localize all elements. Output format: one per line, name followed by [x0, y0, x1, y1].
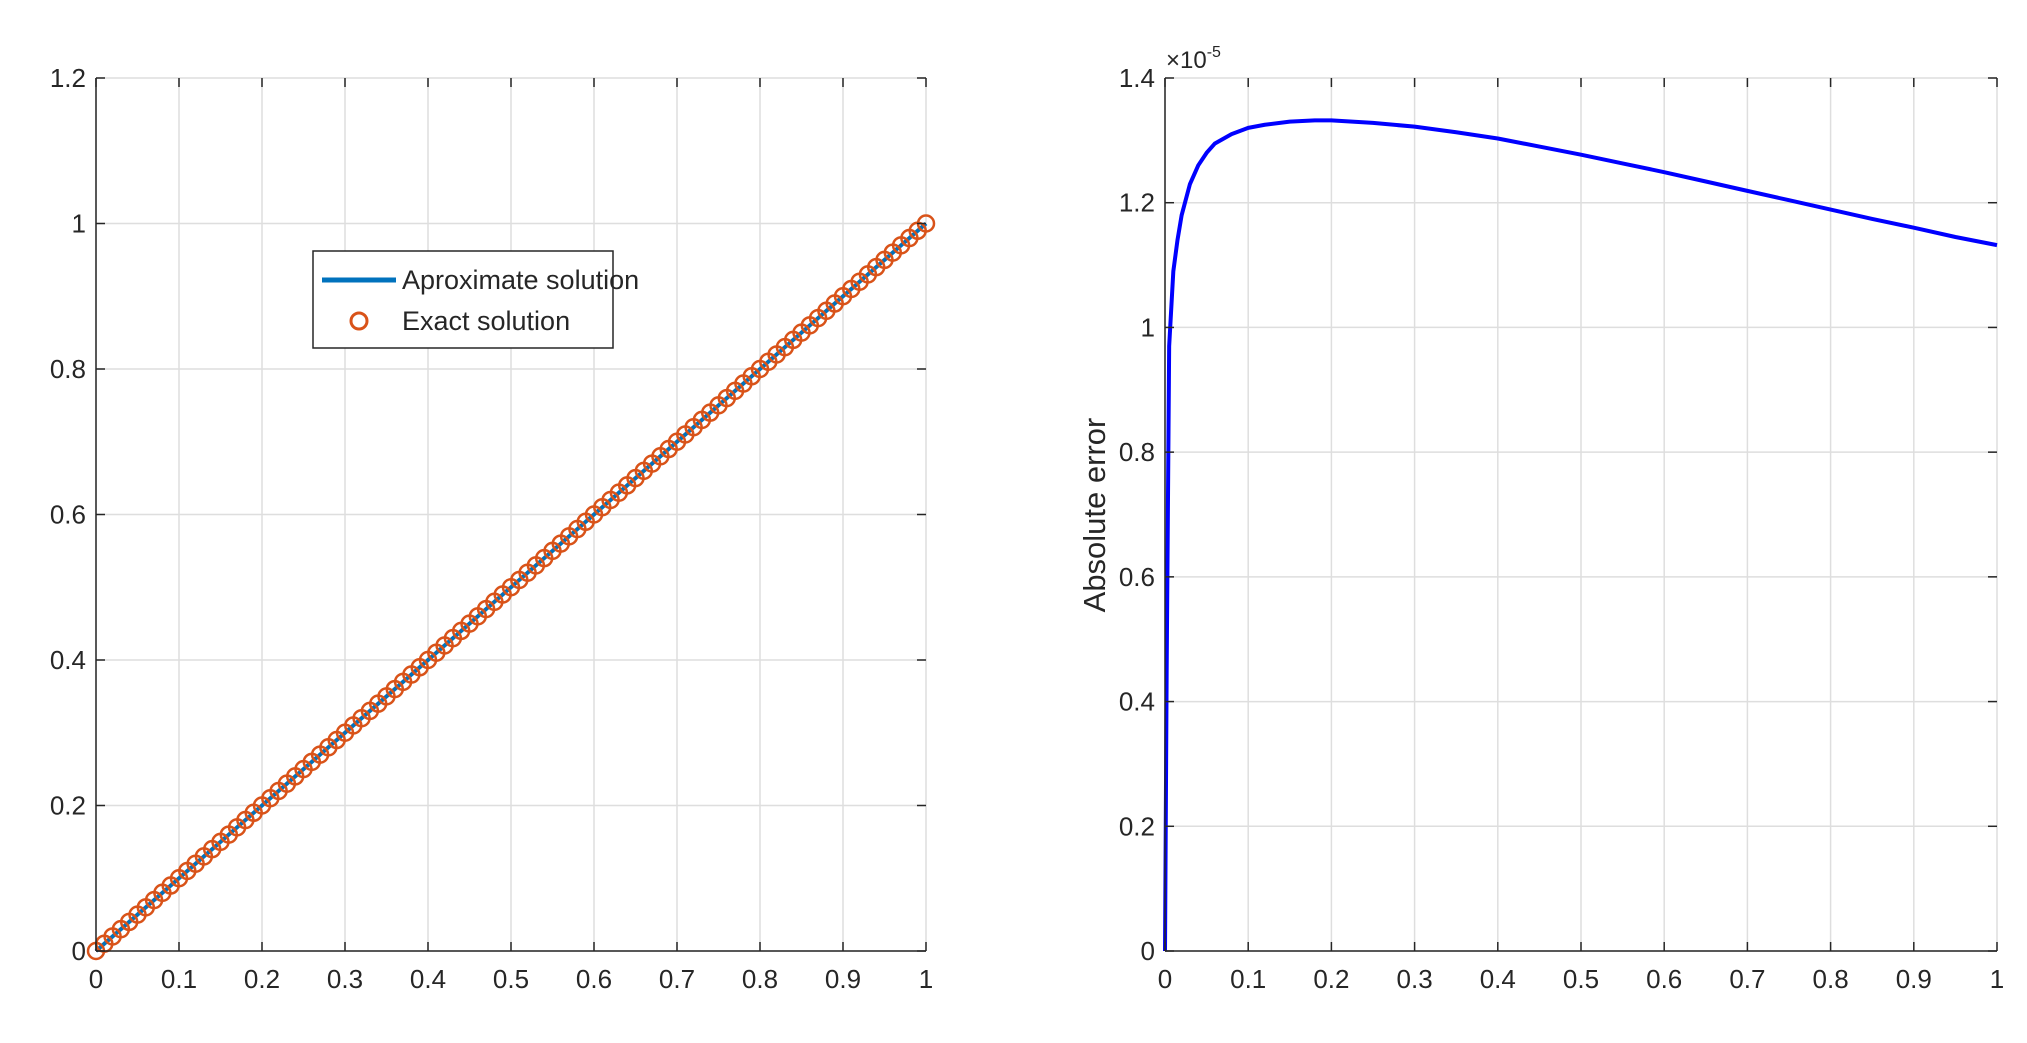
right-plot-series — [1163, 118, 1998, 952]
right-ytick-label: 0.2 — [1119, 811, 1155, 841]
legend-exact-marker-swatch — [349, 311, 369, 331]
left-xtick-label: 0.1 — [161, 964, 197, 994]
left-xtick-label: 1 — [919, 964, 933, 994]
left-ytick-label: 0.2 — [50, 791, 86, 821]
left-xtick-label: 0.4 — [410, 964, 446, 994]
left-ytick-label: 1 — [72, 209, 86, 239]
left-ytick-label: 0.8 — [50, 354, 86, 384]
legend: Aproximate solution Exact solution — [312, 250, 639, 349]
right-ytick-label: 1 — [1141, 312, 1155, 342]
right-xtick-label: 1 — [1990, 964, 2004, 994]
y-exponent-base: ×10 — [1166, 47, 1207, 74]
right-ytick-label: 1.2 — [1119, 188, 1155, 218]
left-plot-axes — [95, 77, 927, 952]
left-xtick-label: 0 — [89, 964, 103, 994]
right-xtick-label: 0.3 — [1397, 964, 1433, 994]
right-ytick-label: 0.4 — [1119, 687, 1155, 717]
left-xtick-label: 0.3 — [327, 964, 363, 994]
left-ytick-label: 0.4 — [50, 645, 86, 675]
left-xtick-label: 0.8 — [742, 964, 778, 994]
right-xtick-label: 0.5 — [1563, 964, 1599, 994]
right-xtick-label: 0.2 — [1313, 964, 1349, 994]
left-xtick-label: 0.7 — [659, 964, 695, 994]
right-xtick-label: 0.9 — [1896, 964, 1932, 994]
legend-box — [312, 250, 614, 349]
left-plot-tick-labels: 0 0.1 0.2 0.3 0.4 0.5 0.6 0.7 0.8 0.9 1 0 0.2 0.4 0.6 0… — [50, 63, 933, 994]
right-xtick-label: 0.4 — [1480, 964, 1516, 994]
right-xtick-label: 0.6 — [1646, 964, 1682, 994]
right-ytick-label: 0 — [1141, 936, 1155, 966]
right-plot-ylabel: Absolute error — [1077, 418, 1112, 613]
right-xtick-label: 0.1 — [1230, 964, 1266, 994]
left-ytick-label: 0 — [72, 936, 86, 966]
right-xtick-label: 0.8 — [1813, 964, 1849, 994]
right-plot: 0 0.1 0.2 0.3 0.4 0.5 0.6 0.7 0.8 0.9 1 0 0.2 0.4 0.6 0… — [1077, 44, 2004, 994]
legend-approx-label: Aproximate solution — [402, 265, 639, 295]
right-plot-axes — [1164, 77, 1998, 952]
right-ytick-label: 0.6 — [1119, 562, 1155, 592]
right-xtick-label: 0.7 — [1729, 964, 1765, 994]
right-ytick-label: 0.8 — [1119, 437, 1155, 467]
left-xtick-label: 0.5 — [493, 964, 529, 994]
left-xtick-label: 0.6 — [576, 964, 612, 994]
right-xtick-label: 0 — [1158, 964, 1172, 994]
left-ytick-label: 1.2 — [50, 63, 86, 93]
right-ytick-label: 1.4 — [1119, 63, 1155, 93]
left-xtick-label: 0.2 — [244, 964, 280, 994]
left-ytick-label: 0.6 — [50, 500, 86, 530]
y-exponent-power: -5 — [1207, 44, 1221, 61]
right-plot-tick-labels: 0 0.1 0.2 0.3 0.4 0.5 0.6 0.7 0.8 0.9 1 0 0.2 0.4 0.6 0… — [1119, 63, 2004, 994]
legend-exact-label: Exact solution — [402, 306, 570, 336]
absolute-error-line — [1163, 118, 1998, 952]
y-exponent-label: ×10-5 — [1166, 44, 1221, 74]
left-plot: 0 0.1 0.2 0.3 0.4 0.5 0.6 0.7 0.8 0.9 1 0 0.2 0.4 0.6 0… — [50, 63, 936, 994]
left-xtick-label: 0.9 — [825, 964, 861, 994]
